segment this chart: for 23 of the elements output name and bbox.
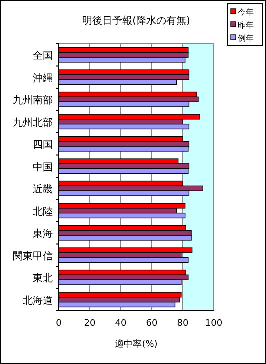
- y-tick-label: 東北: [33, 272, 53, 285]
- y-tick-label: 東海: [33, 228, 53, 240]
- legend-label: 例年: [238, 34, 254, 43]
- chart-title: 明後日予報(降水の有無): [82, 15, 190, 27]
- x-tick-label: 80: [177, 319, 189, 329]
- y-tick-label: 全国: [33, 50, 53, 62]
- y-tick-label: 四国: [33, 140, 53, 152]
- legend-label: 昨年: [238, 21, 254, 30]
- y-tick-label: 九州北部: [13, 116, 53, 129]
- x-axis-title: 適中率(%): [115, 339, 158, 350]
- y-tick-label: 九州南部: [13, 94, 53, 107]
- x-tick-label: 100: [205, 319, 223, 329]
- y-tick-label: 近畿: [33, 184, 53, 196]
- legend-label: 今年: [238, 8, 254, 17]
- x-tick-label: 20: [84, 319, 96, 329]
- x-tick-label: 0: [56, 319, 62, 329]
- y-tick-label: 関東甲信: [13, 250, 53, 262]
- y-tick-label: 中国: [33, 161, 53, 174]
- x-tick-label: 40: [115, 319, 127, 329]
- x-tick-label: 60: [146, 319, 158, 329]
- y-tick-label: 沖縄: [33, 72, 53, 84]
- y-tick-label: 北海道: [23, 294, 53, 307]
- y-tick-label: 北陸: [33, 206, 53, 218]
